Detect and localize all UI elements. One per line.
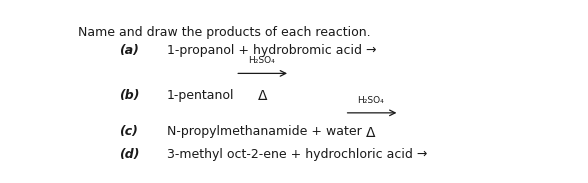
Text: 1-pentanol: 1-pentanol [167,89,235,102]
Text: (b): (b) [119,89,139,102]
Text: (c): (c) [119,125,138,138]
Text: H₂SO₄: H₂SO₄ [358,96,384,105]
Text: N-propylmethanamide + water: N-propylmethanamide + water [167,125,362,138]
Text: (a): (a) [119,44,139,57]
Text: Δ: Δ [258,89,268,103]
Text: Name and draw the products of each reaction.: Name and draw the products of each react… [78,26,370,39]
Text: 3-methyl oct-2-ene + hydrochloric acid →: 3-methyl oct-2-ene + hydrochloric acid → [167,148,427,161]
Text: Δ: Δ [366,126,375,140]
Text: H₂SO₄: H₂SO₄ [248,56,275,65]
Text: 1-propanol + hydrobromic acid →: 1-propanol + hydrobromic acid → [167,44,376,57]
Text: (d): (d) [119,148,139,161]
